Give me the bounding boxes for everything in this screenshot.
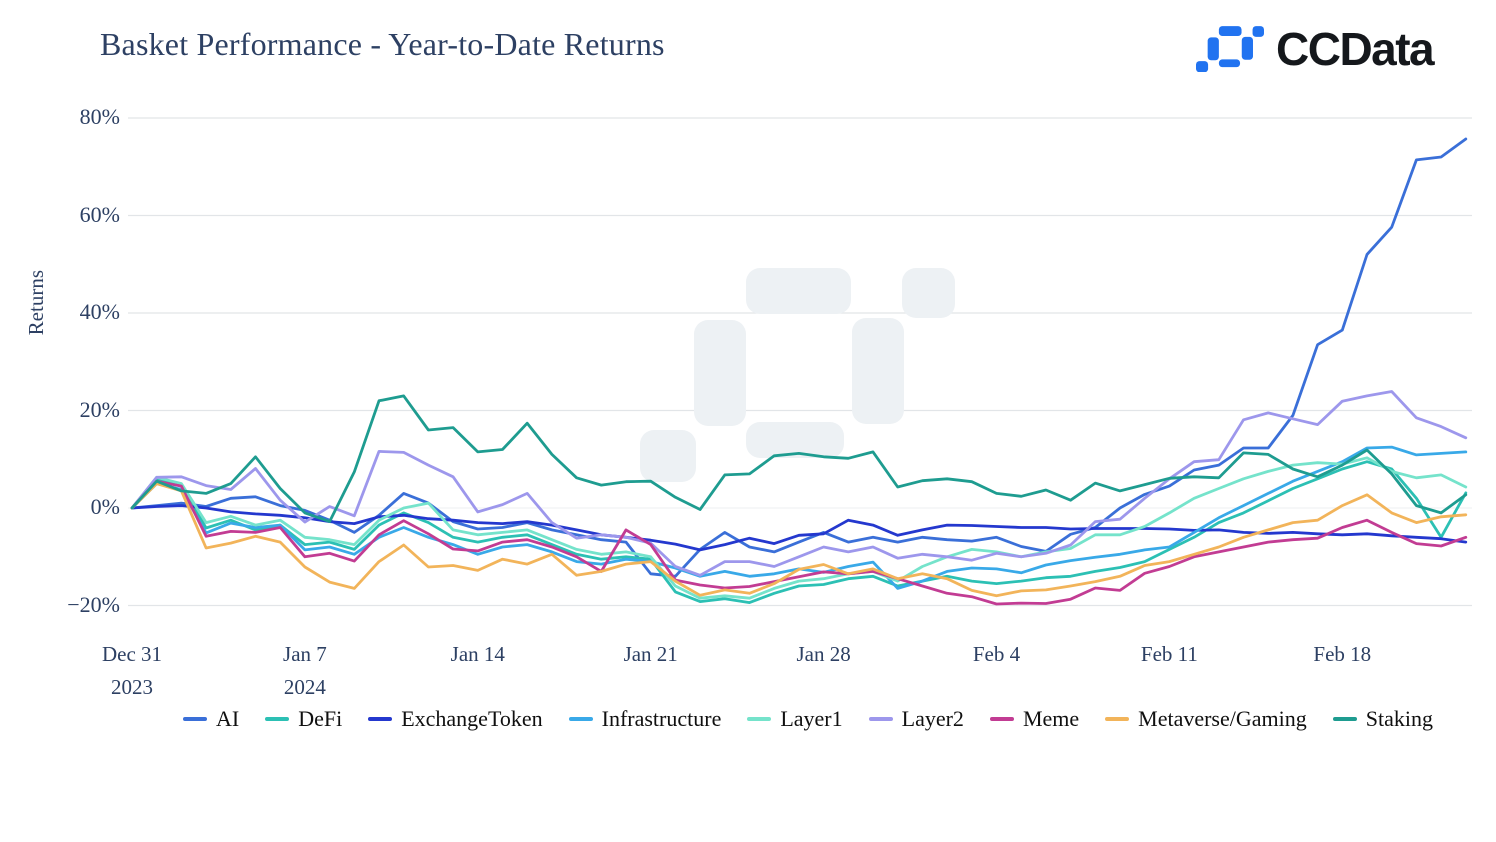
legend-swatch-staking [1332, 717, 1357, 721]
x-tick-label-jan-28: Jan 28 [796, 642, 851, 666]
legend-item-metaverse-gaming[interactable]: Metaverse/Gaming [1105, 706, 1307, 732]
series-line-layer1[interactable] [130, 456, 1468, 600]
y-tick-label--20: −20% [67, 591, 120, 617]
ccdata-watermark-icon [640, 268, 955, 482]
legend-item-staking[interactable]: Staking [1332, 706, 1433, 732]
series-line-metaverse-gaming[interactable] [130, 482, 1468, 598]
x-tick-label-jan-21: Jan 21 [623, 642, 678, 666]
legend-label-infrastructure: Infrastructure [601, 706, 722, 731]
y-tick-label-40: 40% [79, 299, 120, 324]
legend-label-layer2: Layer2 [901, 706, 964, 731]
legend-label-layer1: Layer1 [780, 706, 843, 731]
legend-item-infrastructure[interactable]: Infrastructure [568, 706, 722, 732]
legend-item-layer2[interactable]: Layer2 [868, 706, 964, 732]
legend-item-defi[interactable]: DeFi [265, 706, 342, 732]
ccdata-logo-icon [1196, 26, 1264, 72]
series-line-ai[interactable] [130, 137, 1468, 578]
y-tick-label-0: 0% [90, 494, 120, 519]
x-tick-label-feb-11: Feb 11 [1140, 642, 1198, 666]
legend-swatch-infrastructure [568, 717, 593, 721]
x-tick-label-jan-7: Jan 7 2024 [235, 638, 375, 703]
legend-label-defi: DeFi [298, 706, 343, 731]
y-tick-label-20: 20% [79, 396, 120, 422]
y-tick-label-80: 80% [79, 104, 120, 129]
y-tick-label-60: 60% [79, 201, 120, 227]
legend-item-ai[interactable]: AI [183, 706, 239, 732]
legend: AI DeFi ExchangeToken Infrastructure Layer1 L… [183, 706, 1453, 732]
ccdata-logo: CCData [1196, 23, 1435, 75]
ccdata-logo-text: CCData [1276, 23, 1435, 75]
x-tick-label-jan-14: Jan 14 [450, 642, 505, 666]
legend-swatch-defi [265, 717, 290, 721]
x-tick-label-feb-18: Feb 18 [1313, 642, 1372, 666]
x-tick-year: 2024 [283, 674, 326, 699]
legend-label-staking: Staking [1365, 706, 1433, 731]
series-line-layer2[interactable] [130, 390, 1468, 577]
legend-item-exchangetoken[interactable]: ExchangeToken [368, 706, 543, 732]
legend-swatch-layer2 [868, 717, 893, 721]
legend-swatch-layer1 [747, 717, 772, 721]
x-tick-year: 2023 [111, 674, 153, 699]
legend-item-layer1[interactable]: Layer1 [747, 706, 843, 732]
legend-label-exchangetoken: ExchangeToken [401, 706, 543, 731]
series-line-meme[interactable] [130, 479, 1468, 606]
legend-item-meme[interactable]: Meme [989, 706, 1080, 732]
series-line-exchangetoken[interactable] [130, 504, 1468, 552]
legend-label-ai: AI [216, 706, 240, 731]
x-tick-label-dec-31: Dec 31 2023 [62, 638, 202, 703]
legend-swatch-metaverse-gaming [1105, 717, 1130, 721]
legend-swatch-meme [989, 717, 1014, 721]
legend-label-meme: Meme [1022, 706, 1080, 731]
legend-label-metaverse-gaming: Metaverse/Gaming [1138, 706, 1307, 731]
series-line-defi[interactable] [130, 460, 1468, 604]
chart-title: Basket Performance - Year-to-Date Return… [100, 26, 665, 62]
series-line-staking[interactable] [130, 394, 1468, 523]
legend-swatch-ai [183, 717, 207, 721]
x-tick-label-feb-4: Feb 4 [972, 642, 1021, 666]
legend-swatch-exchangetoken [368, 717, 393, 721]
